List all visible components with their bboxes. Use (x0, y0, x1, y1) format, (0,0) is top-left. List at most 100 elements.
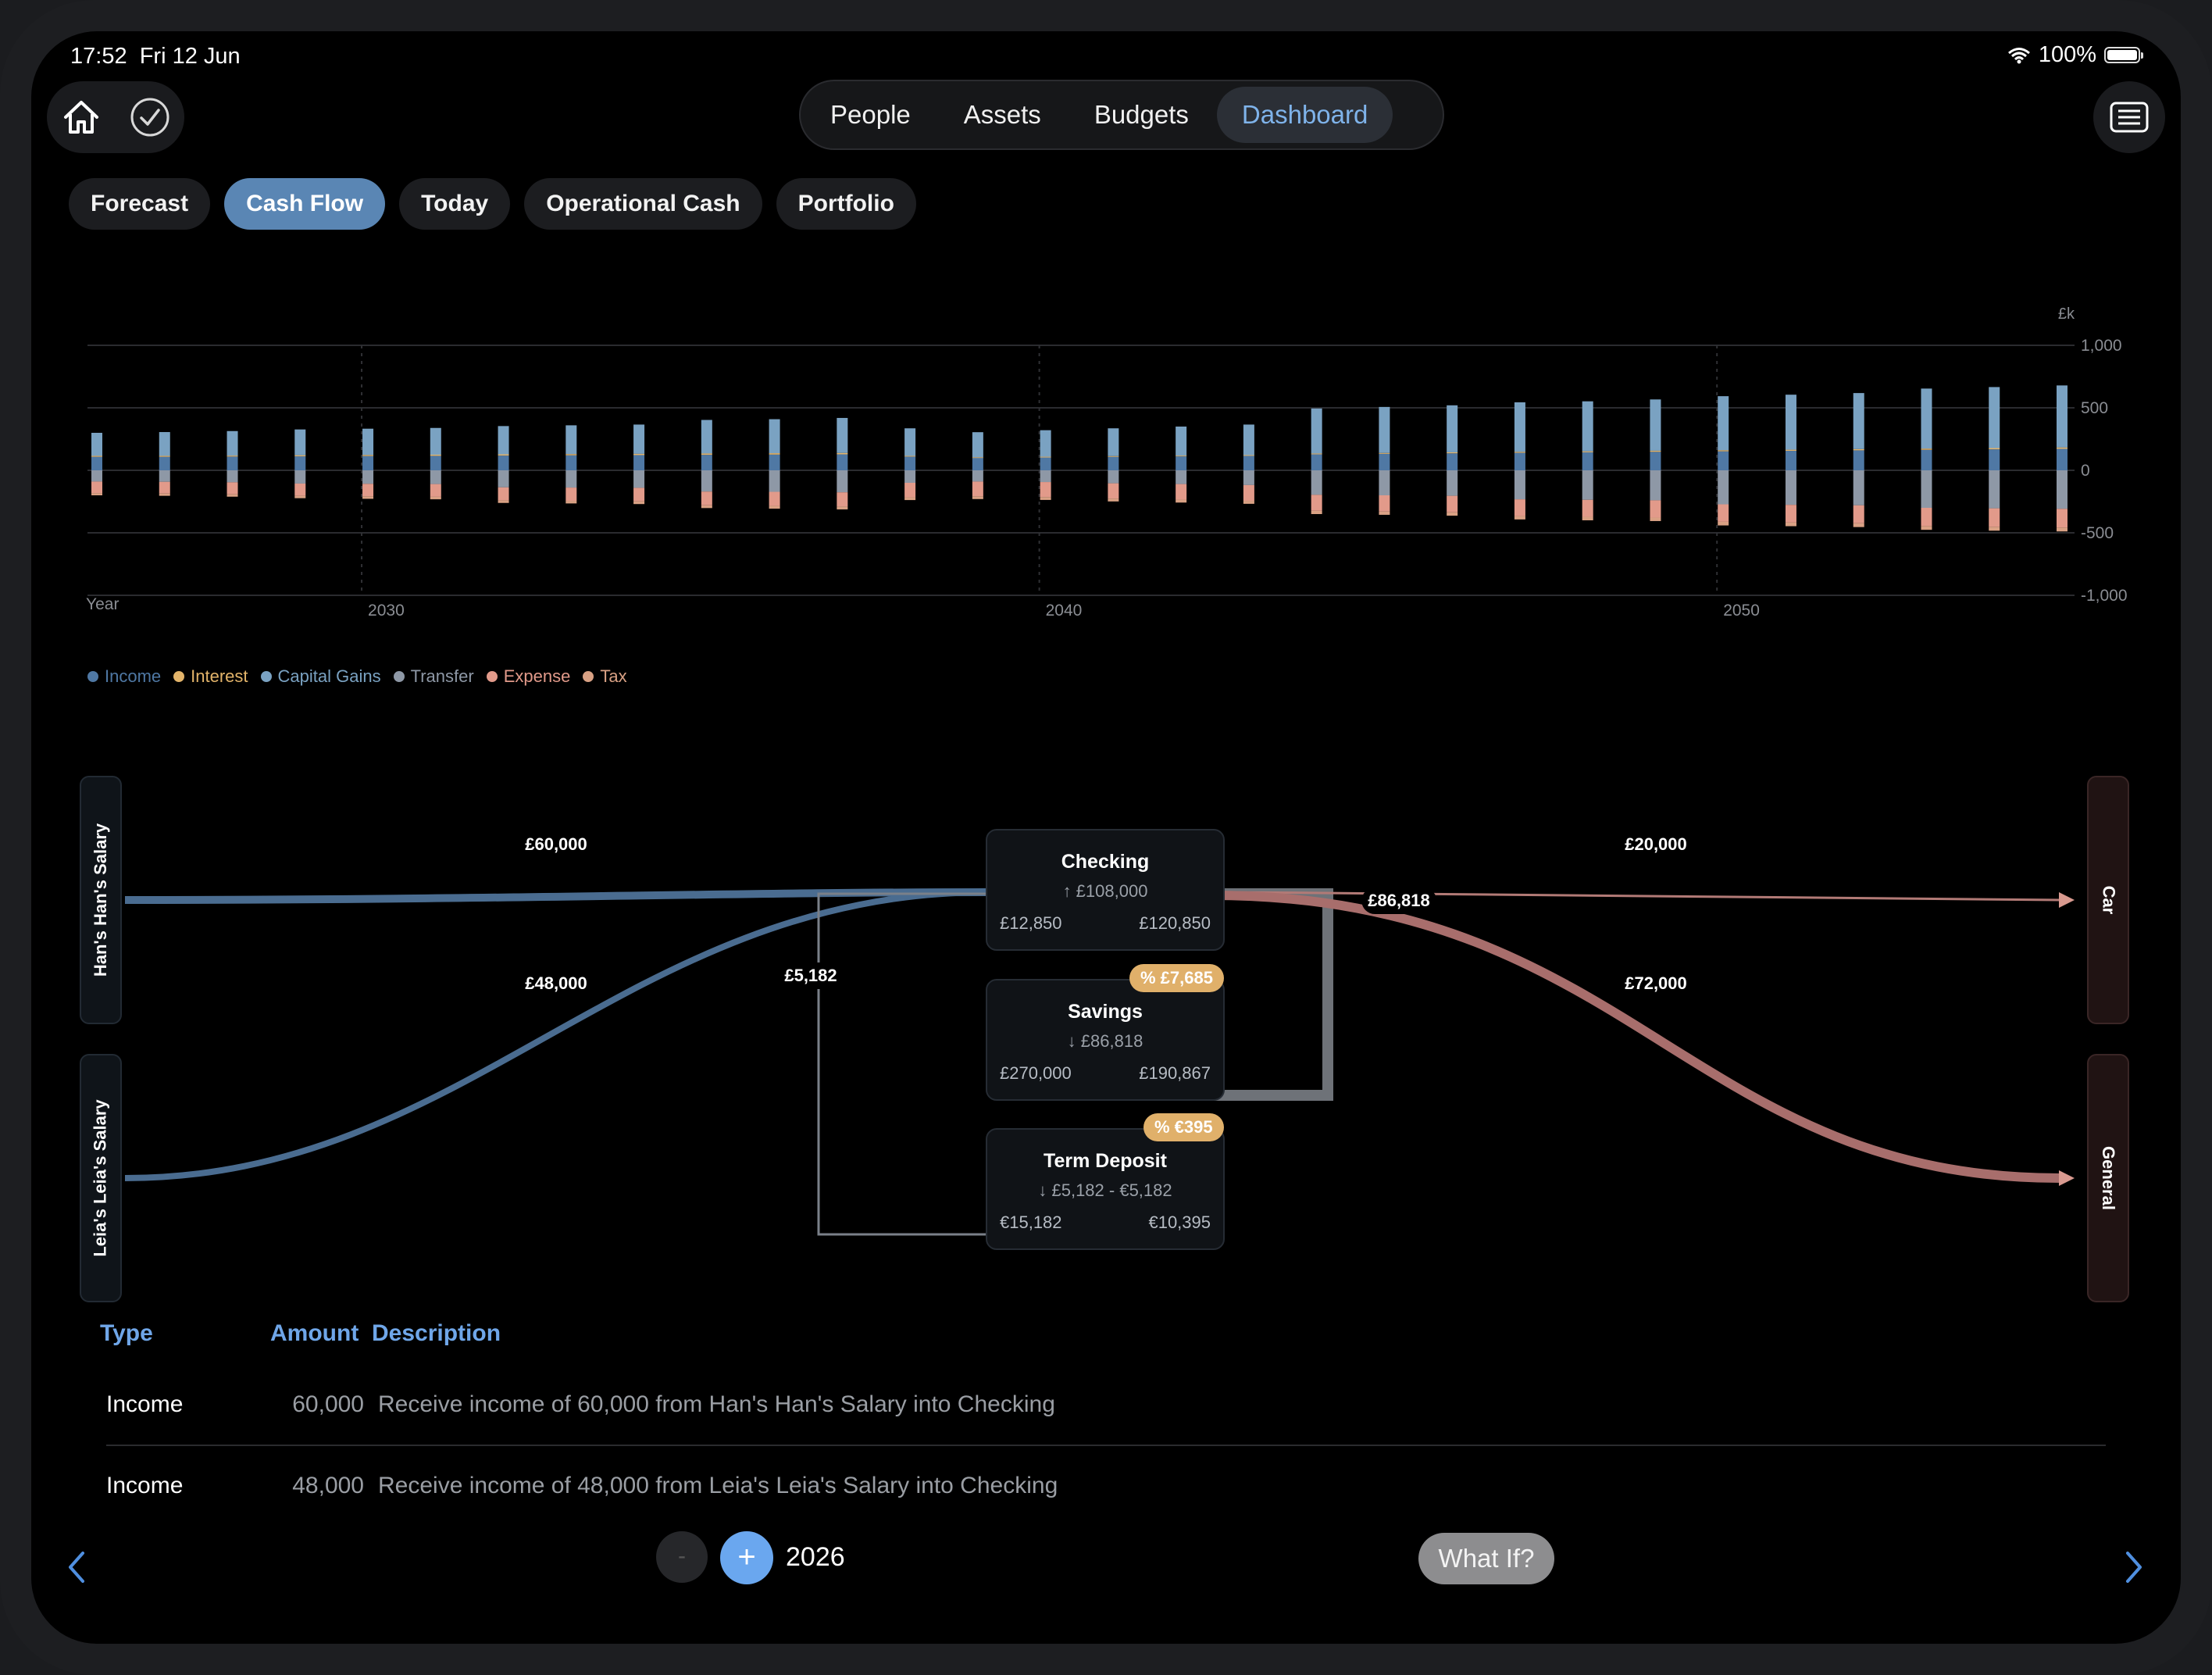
tab-assets[interactable]: Assets (963, 100, 1041, 129)
arrow-head-icon (2059, 1170, 2075, 1186)
account-node-checking[interactable]: Checking ↑ £108,000 £12,850 £120,850 (986, 829, 1225, 951)
bar-segment-income (227, 456, 238, 470)
account-start-balance: €15,182 (1000, 1212, 1062, 1232)
home-button[interactable] (58, 94, 105, 141)
bar-segment-capital-gains (1853, 393, 1864, 449)
decrement-year-button[interactable]: - (656, 1531, 708, 1583)
bar-segment-expense (1853, 505, 1864, 523)
legend-item[interactable]: Tax (583, 666, 627, 687)
bar-segment-income (565, 455, 577, 470)
bar-segment-expense (1785, 505, 1796, 523)
status-clock: 17:52 Fri 12 Jun (70, 44, 241, 70)
list-icon (2110, 102, 2149, 133)
legend-swatch (260, 671, 272, 682)
increment-year-button[interactable]: + (720, 1531, 773, 1584)
wifi-icon (2007, 47, 2030, 63)
bar-segment-capital-gains (430, 427, 441, 455)
source-node-han[interactable]: Han's Han's Salary (80, 776, 122, 1024)
tab-dashboard[interactable]: Dashboard (1216, 87, 1393, 143)
status-time: 17:52 (70, 44, 127, 69)
tab-people[interactable]: People (830, 100, 911, 129)
bar-segment-interest (1108, 455, 1119, 457)
bar-segment-income (1243, 455, 1254, 470)
sink-node-car[interactable]: Car (2087, 776, 2129, 1024)
list-button[interactable] (2093, 81, 2165, 153)
bar-segment-expense (498, 487, 509, 501)
bar-segment-transfer (701, 470, 712, 492)
what-if-button[interactable]: What If? (1418, 1533, 1554, 1584)
bar-segment-income (1108, 456, 1119, 470)
legend-item[interactable]: Expense (486, 666, 570, 687)
checkmark-circle-icon (130, 98, 169, 137)
account-name: Savings (1068, 1001, 1143, 1023)
bar-segment-interest (1718, 450, 1729, 452)
legend-item[interactable]: Interest (173, 666, 248, 687)
row-description: Receive income of 48,000 from Leia's Lei… (378, 1473, 1058, 1498)
bar-segment-income (1040, 457, 1051, 470)
bar-segment-interest (498, 454, 509, 456)
bar-segment-capital-gains (1379, 406, 1390, 453)
bar-segment-expense (430, 484, 441, 497)
bar-segment-capital-gains (1785, 395, 1796, 450)
bar-segment-expense (633, 488, 645, 502)
chip-forecast[interactable]: Forecast (69, 178, 211, 230)
account-node-savings[interactable]: Savings ↓ £86,818 £270,000 £190,867 (986, 979, 1225, 1101)
column-header-amount[interactable]: Amount (270, 1320, 359, 1346)
account-node-term-deposit[interactable]: Term Deposit ↓ £5,182 - €5,182 €15,182 €… (986, 1128, 1225, 1250)
bar-segment-expense (565, 488, 577, 502)
bar-segment-income (1176, 456, 1187, 470)
battery-icon (2104, 47, 2143, 63)
bar-segment-transfer (294, 470, 306, 484)
legend-item[interactable]: Transfer (393, 666, 474, 687)
legend-item[interactable]: Income (87, 666, 161, 687)
bar-segment-tax (837, 506, 848, 510)
bar-segment-capital-gains (159, 432, 170, 456)
chevron-left-icon[interactable] (61, 1544, 92, 1591)
chip-today[interactable]: Today (399, 178, 511, 230)
bar-segment-capital-gains (565, 425, 577, 455)
chevron-right-icon[interactable] (2118, 1544, 2150, 1591)
y-tick-label: -500 (2081, 524, 2114, 542)
bar-segment-income (2057, 448, 2068, 470)
home-icon (64, 101, 98, 134)
row-description: Receive income of 60,000 from Han's Han'… (378, 1391, 1055, 1417)
x-axis-label: Year (86, 595, 119, 613)
bar-segment-interest (1379, 452, 1390, 454)
chip-portfolio[interactable]: Portfolio (776, 178, 916, 230)
bar-segment-capital-gains (972, 432, 983, 458)
bar-segment-expense (159, 481, 170, 494)
bar-segment-tax (1989, 527, 2000, 531)
row-amount: 60,000 (292, 1391, 364, 1417)
legend-item[interactable]: Capital Gains (260, 666, 381, 687)
sink-node-general[interactable]: General (2087, 1054, 2129, 1302)
tab-budgets[interactable]: Budgets (1094, 100, 1189, 129)
bar-segment-transfer (1650, 470, 1661, 501)
column-header-type[interactable]: Type (100, 1320, 153, 1346)
chip-operational-cash[interactable]: Operational Cash (524, 178, 762, 230)
bar-segment-tax (1582, 516, 1593, 520)
bar-segment-transfer (1718, 470, 1729, 505)
bar-segment-interest (972, 457, 983, 459)
account-start-balance: £270,000 (1000, 1063, 1072, 1083)
link-checking-to-car (1210, 891, 2061, 902)
flow-amount-label: £60,000 (519, 831, 594, 858)
dashboard-view-chips: Forecast Cash Flow Today Operational Cas… (69, 178, 916, 230)
bar-segment-tax (362, 496, 374, 499)
bar-segment-income (1989, 449, 2000, 470)
column-header-description[interactable]: Description (372, 1320, 501, 1346)
bar-segment-expense (1582, 499, 1593, 517)
account-change: ↑ £108,000 (1062, 881, 1148, 901)
bar-segment-income (294, 456, 306, 470)
bar-segment-income (1514, 452, 1525, 470)
bar-segment-transfer (1785, 470, 1796, 505)
check-button[interactable] (127, 94, 173, 141)
bar-segment-transfer (1243, 470, 1254, 485)
bar-segment-income (1785, 451, 1796, 470)
bar-segment-interest (837, 452, 848, 455)
account-change: ↓ £86,818 (1067, 1031, 1143, 1051)
source-node-leia[interactable]: Leia's Leia's Salary (80, 1054, 122, 1302)
source-label: Leia's Leia's Salary (91, 1099, 111, 1257)
bar-segment-expense (91, 481, 102, 494)
chip-cash-flow[interactable]: Cash Flow (224, 178, 386, 230)
bar-segment-income (1582, 452, 1593, 470)
